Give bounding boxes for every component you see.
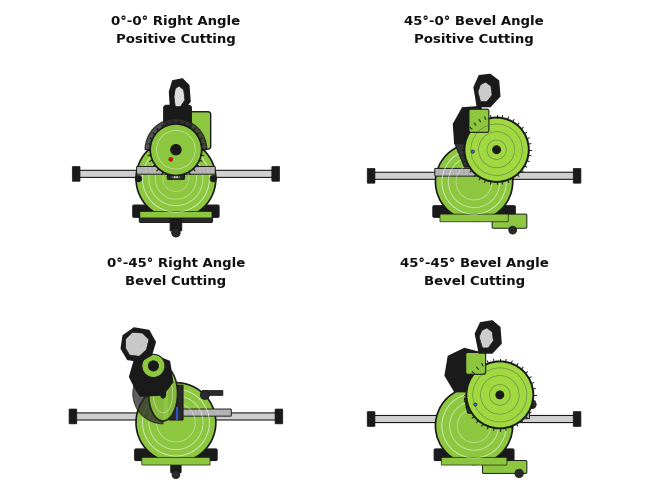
Circle shape: [436, 144, 513, 220]
FancyBboxPatch shape: [168, 136, 185, 180]
Circle shape: [135, 176, 142, 182]
Polygon shape: [478, 82, 492, 102]
FancyBboxPatch shape: [573, 168, 581, 183]
Ellipse shape: [161, 389, 166, 398]
FancyBboxPatch shape: [476, 412, 530, 418]
Circle shape: [136, 382, 216, 462]
FancyBboxPatch shape: [496, 416, 578, 422]
Polygon shape: [455, 144, 487, 167]
FancyBboxPatch shape: [275, 409, 283, 424]
Polygon shape: [464, 398, 503, 414]
Polygon shape: [129, 355, 173, 396]
Circle shape: [210, 176, 216, 182]
FancyBboxPatch shape: [179, 409, 231, 416]
FancyBboxPatch shape: [69, 409, 77, 424]
Circle shape: [474, 403, 477, 406]
FancyBboxPatch shape: [176, 138, 180, 178]
FancyBboxPatch shape: [370, 172, 456, 180]
Circle shape: [528, 400, 536, 408]
Circle shape: [509, 226, 517, 234]
Polygon shape: [445, 348, 487, 392]
Polygon shape: [174, 86, 185, 106]
Circle shape: [200, 390, 209, 400]
FancyBboxPatch shape: [170, 216, 182, 231]
Circle shape: [169, 158, 173, 162]
FancyBboxPatch shape: [493, 172, 578, 180]
Circle shape: [464, 118, 529, 182]
FancyBboxPatch shape: [435, 168, 514, 176]
Circle shape: [493, 146, 500, 154]
Ellipse shape: [149, 366, 177, 421]
FancyBboxPatch shape: [135, 449, 217, 460]
FancyBboxPatch shape: [469, 109, 489, 132]
Circle shape: [515, 469, 523, 478]
Title: 0°-0° Right Angle
Positive Cutting: 0°-0° Right Angle Positive Cutting: [111, 15, 240, 46]
FancyBboxPatch shape: [140, 212, 212, 218]
Circle shape: [172, 471, 180, 478]
FancyBboxPatch shape: [573, 412, 581, 426]
FancyBboxPatch shape: [367, 168, 375, 183]
FancyBboxPatch shape: [72, 413, 152, 420]
FancyBboxPatch shape: [172, 138, 176, 178]
FancyBboxPatch shape: [75, 170, 153, 177]
Polygon shape: [479, 328, 493, 348]
FancyBboxPatch shape: [434, 449, 514, 460]
Polygon shape: [170, 79, 190, 111]
FancyBboxPatch shape: [177, 112, 211, 149]
Polygon shape: [474, 74, 500, 106]
FancyBboxPatch shape: [433, 206, 515, 218]
FancyBboxPatch shape: [136, 166, 215, 174]
FancyBboxPatch shape: [482, 460, 527, 473]
Circle shape: [172, 228, 180, 237]
FancyBboxPatch shape: [72, 166, 80, 182]
FancyBboxPatch shape: [169, 385, 183, 420]
Title: 0°-45° Right Angle
Bevel Cutting: 0°-45° Right Angle Bevel Cutting: [107, 257, 245, 288]
FancyBboxPatch shape: [370, 416, 452, 422]
FancyBboxPatch shape: [440, 214, 508, 222]
FancyBboxPatch shape: [202, 390, 223, 396]
Polygon shape: [125, 332, 149, 356]
FancyBboxPatch shape: [164, 106, 191, 146]
FancyBboxPatch shape: [200, 413, 280, 420]
FancyBboxPatch shape: [492, 214, 527, 228]
Title: 45°-45° Bevel Angle
Bevel Cutting: 45°-45° Bevel Angle Bevel Cutting: [400, 257, 549, 288]
Circle shape: [136, 139, 216, 218]
FancyBboxPatch shape: [441, 458, 507, 465]
Polygon shape: [454, 106, 486, 144]
FancyBboxPatch shape: [367, 412, 375, 426]
FancyBboxPatch shape: [272, 166, 280, 182]
FancyBboxPatch shape: [465, 352, 486, 374]
Circle shape: [150, 124, 202, 176]
Polygon shape: [475, 321, 501, 353]
FancyBboxPatch shape: [133, 205, 219, 218]
Circle shape: [466, 362, 533, 428]
FancyBboxPatch shape: [139, 212, 213, 222]
Title: 45°-0° Bevel Angle
Positive Cutting: 45°-0° Bevel Angle Positive Cutting: [404, 15, 544, 46]
Wedge shape: [145, 119, 207, 150]
Wedge shape: [133, 364, 163, 424]
Circle shape: [471, 150, 474, 154]
FancyBboxPatch shape: [171, 460, 181, 473]
Polygon shape: [121, 328, 155, 362]
FancyBboxPatch shape: [142, 458, 210, 465]
Circle shape: [436, 387, 513, 464]
FancyBboxPatch shape: [199, 170, 276, 177]
Circle shape: [142, 354, 165, 378]
Circle shape: [171, 144, 181, 155]
Circle shape: [148, 361, 159, 371]
Circle shape: [496, 391, 504, 398]
